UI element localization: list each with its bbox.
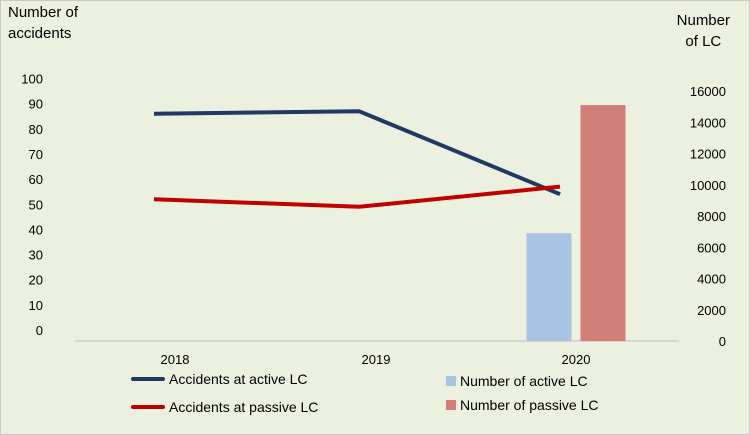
y-right-tick-label: 2000 bbox=[697, 303, 726, 318]
bar bbox=[580, 105, 626, 341]
series-line bbox=[153, 109, 561, 197]
y-left-tick-label: 30 bbox=[29, 248, 43, 263]
y-right-tick-label: 8000 bbox=[697, 209, 726, 224]
legend-label: Accidents at passive LC bbox=[169, 399, 319, 415]
bar bbox=[526, 233, 572, 341]
y-left-tick-label: 50 bbox=[29, 197, 43, 212]
legend-label: Accidents at active LC bbox=[169, 371, 308, 387]
legend-line-swatch bbox=[131, 405, 165, 409]
y-right-tick-label: 6000 bbox=[697, 240, 726, 255]
y-right-tick-label: 16000 bbox=[690, 84, 726, 99]
y-left-axis-title: Number of accidents bbox=[8, 4, 79, 42]
x-tick-label: 2019 bbox=[362, 352, 391, 367]
y-left-tick-label: 0 bbox=[36, 323, 43, 338]
y-right-tick-label: 12000 bbox=[690, 147, 726, 162]
y-left-tick-label: 80 bbox=[29, 122, 43, 137]
y-right-tick-label: 4000 bbox=[697, 272, 726, 287]
y-left-tick-label: 10 bbox=[29, 298, 43, 313]
y-left-tick-label: 70 bbox=[29, 147, 43, 162]
legend-line-swatch bbox=[131, 377, 165, 381]
y-left-tick-label: 20 bbox=[29, 273, 43, 288]
legend-label: Number of active LC bbox=[460, 373, 588, 389]
y-right-tick-label: 10000 bbox=[690, 178, 726, 193]
y-left-tick-label: 60 bbox=[29, 172, 43, 187]
x-tick-label: 2018 bbox=[161, 352, 190, 367]
y-right-axis-title: Number of LC bbox=[676, 12, 730, 50]
y-left-tick-label: 100 bbox=[21, 72, 43, 87]
x-tick-label: 2020 bbox=[562, 352, 591, 367]
y-right-tick-label: 0 bbox=[719, 334, 726, 349]
y-left-tick-label: 90 bbox=[29, 97, 43, 112]
legend-bar-swatch bbox=[446, 400, 456, 410]
y-right-tick-label: 14000 bbox=[690, 115, 726, 130]
series-line bbox=[153, 184, 561, 209]
legend-label: Number of passive LC bbox=[460, 397, 599, 413]
y-left-tick-label: 40 bbox=[29, 222, 43, 237]
legend-bar-swatch bbox=[446, 376, 456, 386]
